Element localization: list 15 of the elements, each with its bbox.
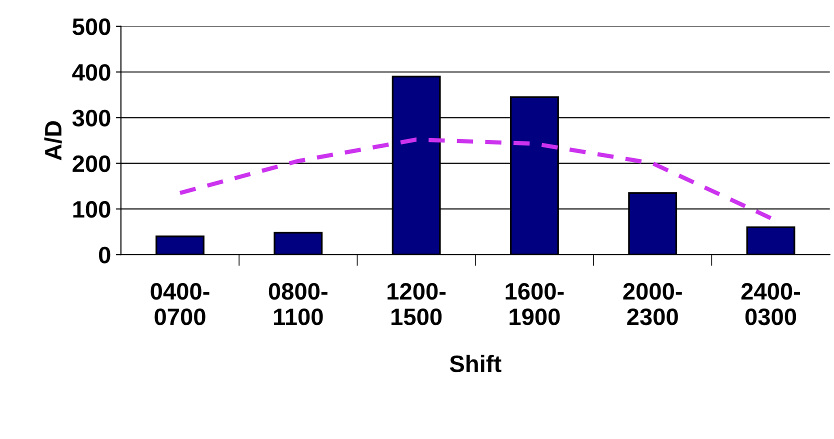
x-tick-label: 1200- 1500 xyxy=(388,283,446,326)
y-tick-label: 200 xyxy=(72,155,110,172)
y-tick-label: 0 xyxy=(99,246,110,264)
x-tick-label: 0800- 1100 xyxy=(268,283,328,326)
x-tick-label: 0400- 0700 xyxy=(150,283,210,326)
x-tick-label: 1600- 1900 xyxy=(506,283,564,326)
x-tick-label: 2000- 2300 xyxy=(623,283,682,326)
y-tick-label: 400 xyxy=(72,64,110,81)
x-axis-title: Shift xyxy=(450,354,502,372)
y-axis-title: A/D xyxy=(44,121,62,160)
y-tick-label: 300 xyxy=(72,110,110,126)
y-tick-label: 100 xyxy=(73,201,110,218)
x-tick-label: 2400- 0300 xyxy=(741,283,800,326)
line-series xyxy=(178,137,773,220)
y-tick-label: 500 xyxy=(72,18,110,36)
